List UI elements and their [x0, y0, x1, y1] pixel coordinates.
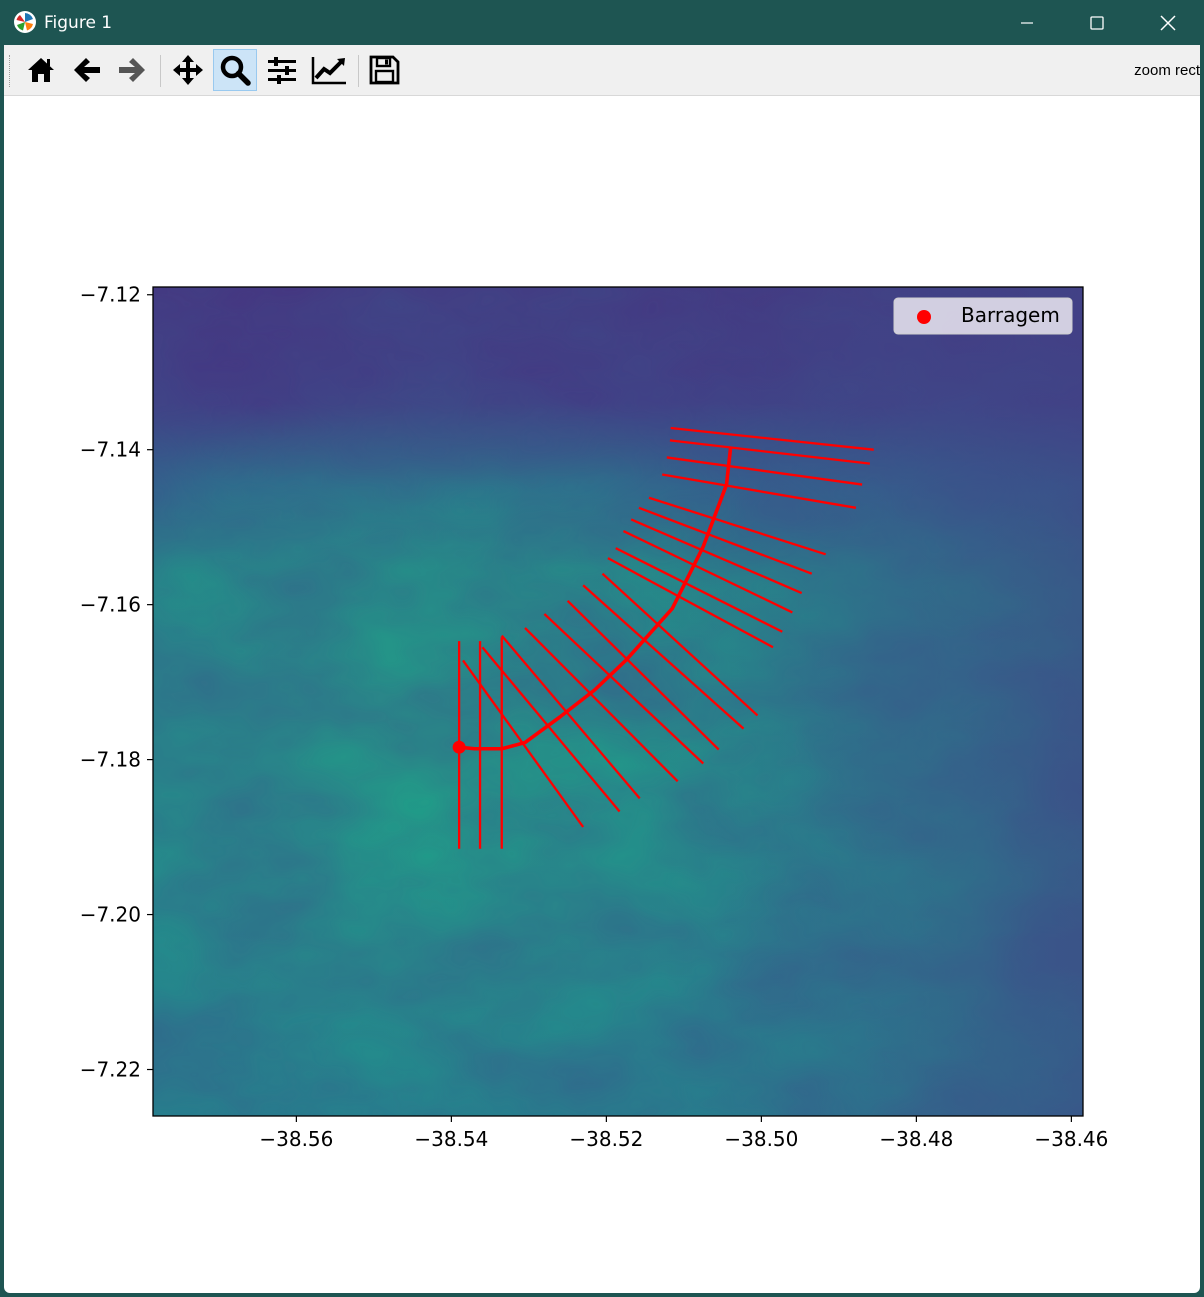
arrow-right-icon [119, 58, 145, 82]
edit-axis-button[interactable] [307, 49, 351, 91]
cross-section-line [661, 473, 857, 509]
cross-section-line [481, 646, 621, 813]
cross-section-line [630, 518, 803, 595]
cross-section-line [601, 572, 759, 717]
home-icon [28, 58, 54, 82]
cross-section-line [622, 530, 793, 614]
cross-section-line [670, 426, 874, 451]
figure-canvas-area: zoom rect [4, 45, 1200, 1293]
x-tick-label: −38.52 [569, 1127, 643, 1151]
arrow-left-icon [74, 58, 100, 82]
window-title: Figure 1 [44, 13, 113, 33]
cross-section-line [524, 627, 679, 783]
chart-line-icon [311, 57, 346, 85]
x-tick-label: −38.50 [724, 1127, 798, 1151]
matplotlib-logo-icon [14, 11, 36, 33]
toolbar-separator [160, 55, 161, 87]
zoom-button[interactable] [213, 49, 257, 91]
minimize-icon [1021, 21, 1033, 24]
axes-frame [152, 286, 1084, 1117]
cross-section-line [615, 547, 783, 633]
x-tick-label: −38.46 [1034, 1127, 1108, 1151]
toolbar-separator [358, 55, 359, 87]
magnifier-icon [220, 55, 251, 86]
dam-marker [452, 740, 466, 754]
toolbar-mode-text: zoom rect [1134, 62, 1200, 79]
y-tick-label: −7.12 [80, 283, 141, 307]
y-tick-label: −7.22 [80, 1058, 141, 1082]
cross-section-line [582, 584, 745, 730]
legend-box [893, 297, 1073, 335]
cross-sections [457, 426, 874, 849]
close-icon [1160, 14, 1176, 31]
y-tick-label: −7.14 [80, 438, 141, 462]
forward-button[interactable] [110, 49, 154, 91]
move-icon [173, 55, 203, 85]
legend: Barragem [893, 297, 1073, 335]
maximize-icon [1090, 15, 1104, 30]
figure-plot[interactable]: −38.56 −38.54 −38.52 −38.50 −38.48 −38.46 −7.1… [4, 96, 1200, 1293]
home-button[interactable] [19, 49, 63, 91]
back-button[interactable] [65, 49, 109, 91]
minimize-button[interactable] [1004, 0, 1050, 45]
cross-section-line [566, 599, 720, 751]
y-tick-label: −7.18 [80, 748, 141, 772]
x-tick-label: −38.54 [414, 1127, 488, 1151]
close-button[interactable] [1145, 0, 1191, 45]
navigation-toolbar: zoom rect [4, 45, 1200, 96]
maximize-button[interactable] [1074, 0, 1120, 45]
cross-section-line [607, 557, 774, 649]
pan-button[interactable] [166, 49, 210, 91]
legend-marker [917, 310, 931, 324]
toolbar-grip[interactable] [9, 55, 12, 87]
title-bar[interactable]: Figure 1 [0, 0, 1204, 45]
cross-section-line [543, 613, 705, 765]
x-tick-label: −38.56 [259, 1127, 333, 1151]
cross-section-line [648, 496, 827, 556]
cross-section-line [500, 634, 641, 800]
x-tick-label: −38.48 [879, 1127, 953, 1151]
raster-shade [153, 287, 1083, 1116]
cross-section-line [669, 439, 871, 465]
cross-section-line [666, 456, 863, 486]
configure-subplots-button[interactable] [260, 49, 304, 91]
save-figure-button[interactable] [362, 49, 406, 91]
y-tick-label: −7.16 [80, 593, 141, 617]
cross-section-line [638, 506, 813, 575]
sliders-icon [268, 57, 296, 84]
plot-axes: −38.56 −38.54 −38.52 −38.50 −38.48 −38.46 −7.1… [80, 283, 1109, 1151]
legend-label: Barragem [961, 303, 1060, 327]
river-centerline [457, 447, 733, 751]
y-tick-label: −7.20 [80, 903, 141, 927]
elevation-raster [153, 287, 1083, 1116]
floppy-icon [369, 55, 400, 85]
